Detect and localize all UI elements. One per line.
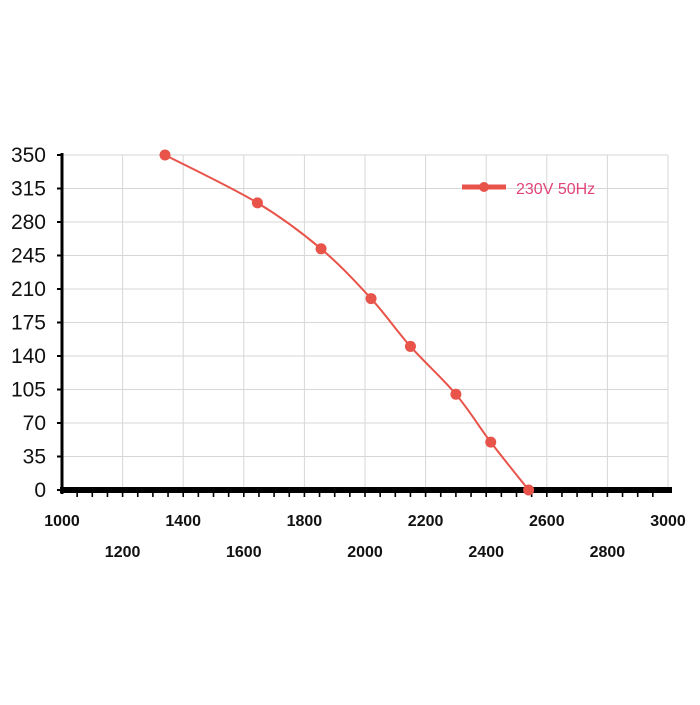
data-point bbox=[251, 197, 263, 209]
data-point bbox=[365, 293, 377, 305]
x-tick-label: 1000 bbox=[44, 513, 80, 530]
series-layer bbox=[159, 149, 535, 496]
y-tick-label: 105 bbox=[11, 379, 46, 402]
x-tick-label: 2800 bbox=[590, 544, 626, 561]
y-tick-label: 35 bbox=[23, 446, 46, 469]
x-tick-label: 1400 bbox=[165, 513, 201, 530]
y-tick-label: 175 bbox=[11, 312, 46, 335]
x-tick-label: 1800 bbox=[287, 513, 323, 530]
data-point bbox=[159, 149, 171, 161]
x-tick-label: 1200 bbox=[105, 544, 141, 561]
legend: 230V 50Hz bbox=[462, 181, 595, 198]
data-point bbox=[404, 340, 416, 352]
legend-swatch-marker bbox=[479, 182, 489, 192]
x-tick-label: 2600 bbox=[529, 513, 565, 530]
data-point bbox=[315, 243, 327, 255]
legend-label: 230V 50Hz bbox=[516, 181, 595, 198]
x-tick-label: 2200 bbox=[408, 513, 444, 530]
grid-lines bbox=[62, 154, 669, 490]
y-tick-label: 315 bbox=[11, 178, 46, 201]
axes bbox=[57, 153, 672, 497]
y-tick-label: 280 bbox=[11, 211, 46, 234]
x-tick-label: 3000 bbox=[650, 513, 686, 530]
y-tick-label: 210 bbox=[11, 278, 46, 301]
data-point bbox=[450, 388, 462, 400]
x-tick-label: 2000 bbox=[347, 544, 383, 561]
y-tick-label: 245 bbox=[11, 245, 46, 268]
tick-labels: 0 35 70 105 140 175 210 245 280 315 350 1000 1400 180… bbox=[11, 144, 686, 561]
data-point bbox=[523, 484, 535, 496]
x-tick-label: 2400 bbox=[468, 544, 504, 561]
y-tick-label: 70 bbox=[23, 412, 46, 435]
y-tick-label: 350 bbox=[11, 144, 46, 167]
x-tick-label: 1600 bbox=[226, 544, 262, 561]
y-tick-label: 140 bbox=[11, 345, 46, 368]
y-tick-label: 0 bbox=[34, 479, 46, 502]
data-point bbox=[485, 436, 497, 448]
